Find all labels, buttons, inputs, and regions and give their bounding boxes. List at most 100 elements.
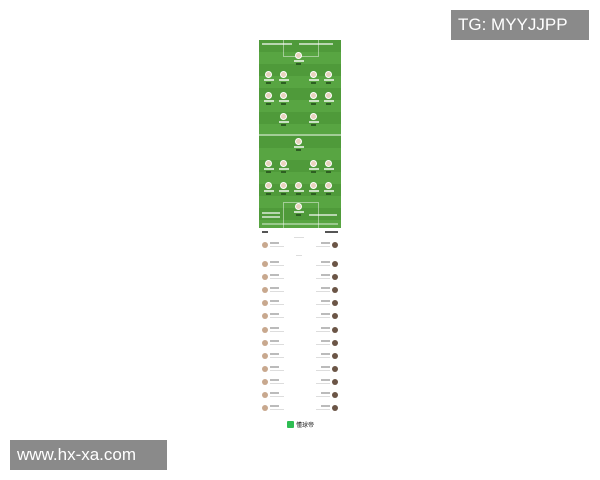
home-player-info xyxy=(270,291,284,293)
player-rating xyxy=(296,214,301,216)
away-player-avatar xyxy=(332,326,338,333)
away-player[interactable] xyxy=(324,160,334,174)
home-player-name xyxy=(270,405,279,408)
away-player-name xyxy=(321,378,330,381)
away-player-name xyxy=(321,261,330,263)
top-info-bar xyxy=(262,43,292,45)
lineup-row[interactable] xyxy=(259,391,341,401)
player-avatar xyxy=(310,160,317,167)
player-rating xyxy=(311,193,316,195)
away-player-name xyxy=(321,313,330,316)
home-player[interactable] xyxy=(264,92,274,106)
home-player[interactable] xyxy=(279,71,289,85)
away-player[interactable] xyxy=(279,182,289,196)
lineup-row[interactable] xyxy=(259,260,341,270)
away-player-name xyxy=(321,405,330,408)
player-name xyxy=(324,168,334,170)
away-player-info xyxy=(316,246,330,247)
away-player[interactable] xyxy=(309,160,319,174)
lineup-row[interactable] xyxy=(259,326,341,336)
home-player[interactable] xyxy=(324,71,334,85)
home-player-name xyxy=(270,365,279,368)
player-rating xyxy=(281,193,286,195)
home-player[interactable] xyxy=(309,113,319,127)
away-player[interactable] xyxy=(294,182,304,196)
away-player-name xyxy=(321,287,330,290)
lineup-row[interactable] xyxy=(259,365,341,375)
lineup-row[interactable] xyxy=(259,378,341,388)
player-name xyxy=(309,100,319,102)
brand-logo: 懂球帝 xyxy=(287,420,314,429)
player-avatar xyxy=(280,182,287,189)
away-player-name xyxy=(321,352,330,355)
away-player[interactable] xyxy=(324,182,334,196)
player-rating xyxy=(326,82,331,84)
away-player[interactable] xyxy=(264,182,274,196)
away-player[interactable] xyxy=(309,182,319,196)
home-player[interactable] xyxy=(309,71,319,85)
away-player-info xyxy=(316,291,330,293)
home-player[interactable] xyxy=(279,92,289,106)
home-player-info xyxy=(270,278,284,280)
away-player-avatar xyxy=(332,339,338,346)
away-player[interactable] xyxy=(264,160,274,174)
away-player-info xyxy=(316,356,330,358)
player-name xyxy=(294,190,304,192)
player-name xyxy=(294,146,304,148)
home-player[interactable] xyxy=(324,92,334,106)
lineup-row[interactable] xyxy=(259,404,341,414)
home-player-name xyxy=(270,300,279,303)
home-player[interactable] xyxy=(309,92,319,106)
player-avatar xyxy=(280,92,287,99)
lineup-row[interactable] xyxy=(259,352,341,362)
away-player[interactable] xyxy=(279,160,289,174)
lineup-row[interactable] xyxy=(259,312,341,322)
home-player[interactable] xyxy=(264,71,274,85)
home-player-info xyxy=(270,356,284,358)
away-player-info xyxy=(316,409,330,411)
player-rating xyxy=(266,171,271,173)
home-player-name xyxy=(270,392,279,394)
home-player-info xyxy=(270,396,284,397)
home-player-info xyxy=(270,265,284,266)
player-name xyxy=(279,190,289,192)
away-player-info xyxy=(316,317,330,319)
coach-info xyxy=(262,216,280,218)
lineup-row[interactable] xyxy=(259,286,341,296)
away-player-avatar xyxy=(332,405,338,412)
player-name xyxy=(279,100,289,102)
away-player-name xyxy=(321,365,330,368)
coach-row[interactable] xyxy=(259,241,341,251)
player-rating xyxy=(281,82,286,84)
player-name xyxy=(264,168,274,170)
home-player-avatar xyxy=(262,261,268,267)
home-player-avatar xyxy=(262,287,268,294)
away-player-avatar xyxy=(332,261,338,267)
home-team-label xyxy=(262,231,268,233)
home-player-info xyxy=(270,330,284,332)
lineup-row[interactable] xyxy=(259,273,341,283)
player-avatar xyxy=(265,182,272,189)
away-player[interactable] xyxy=(294,203,304,217)
player-rating xyxy=(326,103,331,105)
home-player-info xyxy=(270,304,284,306)
player-name xyxy=(309,79,319,81)
home-player[interactable] xyxy=(279,113,289,127)
player-name xyxy=(309,190,319,192)
player-avatar xyxy=(310,182,317,189)
lineup-row[interactable] xyxy=(259,339,341,349)
starters-section-label xyxy=(296,255,302,256)
home-player-info xyxy=(270,382,284,384)
player-avatar xyxy=(265,92,272,99)
lineup-row[interactable] xyxy=(259,299,341,309)
away-player[interactable] xyxy=(294,138,304,152)
away-player-avatar xyxy=(332,274,338,281)
coach-info xyxy=(309,214,337,216)
player-rating xyxy=(266,193,271,195)
away-player-name xyxy=(321,326,330,329)
away-player-name xyxy=(321,242,330,244)
player-name xyxy=(309,121,319,123)
home-player-name xyxy=(270,313,279,316)
away-player-name xyxy=(321,300,330,303)
home-player[interactable] xyxy=(294,52,304,66)
